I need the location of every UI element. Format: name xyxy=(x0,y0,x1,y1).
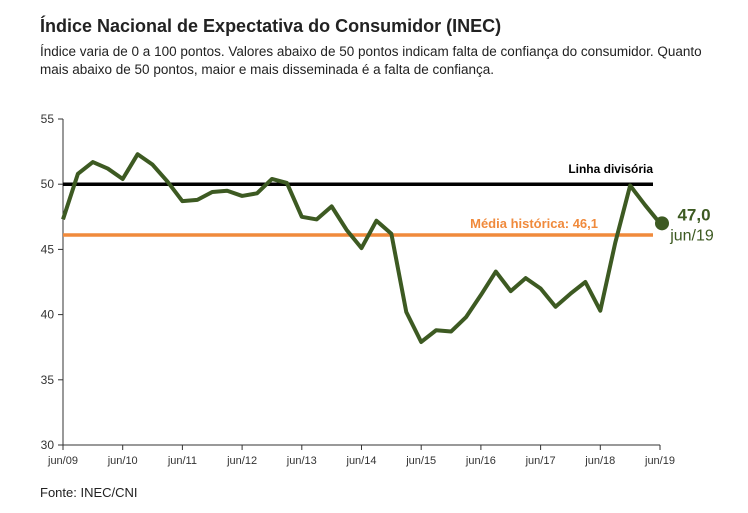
divider-label: Linha divisória xyxy=(568,162,653,176)
x-tick-label: jun/17 xyxy=(525,455,556,467)
last-date-label: jun/19 xyxy=(669,227,714,244)
x-tick-label: jun/14 xyxy=(346,455,377,467)
x-tick-label: jun/11 xyxy=(167,455,197,467)
chart-subtitle: Índice varia de 0 a 100 pontos. Valores … xyxy=(40,44,702,77)
inec-series-line xyxy=(61,152,662,344)
source-note: Fonte: INEC/CNI xyxy=(40,485,138,500)
y-tick-label: 40 xyxy=(41,308,55,322)
y-tick-label: 45 xyxy=(41,242,55,256)
y-tick-label: 35 xyxy=(41,373,55,387)
last-value-label: 47,0 xyxy=(677,205,710,224)
y-tick-label: 55 xyxy=(41,112,55,126)
last-point-marker xyxy=(655,216,669,231)
x-tick-label: jun/12 xyxy=(226,455,257,467)
chart-title: Índice Nacional de Expectativa do Consum… xyxy=(40,16,502,36)
y-tick-label: 30 xyxy=(41,438,55,452)
x-tick-label: jun/18 xyxy=(584,455,615,467)
x-tick-label: jun/16 xyxy=(465,455,496,467)
x-tick-label: jun/10 xyxy=(107,455,138,467)
x-tick-label: jun/13 xyxy=(286,455,317,467)
x-tick-label: jun/09 xyxy=(47,455,78,467)
x-tick-label: jun/15 xyxy=(405,455,436,467)
historical-mean-label: Média histórica: 46,1 xyxy=(470,216,598,231)
x-tick-label: jun/19 xyxy=(644,455,675,467)
y-tick-label: 50 xyxy=(41,177,55,191)
